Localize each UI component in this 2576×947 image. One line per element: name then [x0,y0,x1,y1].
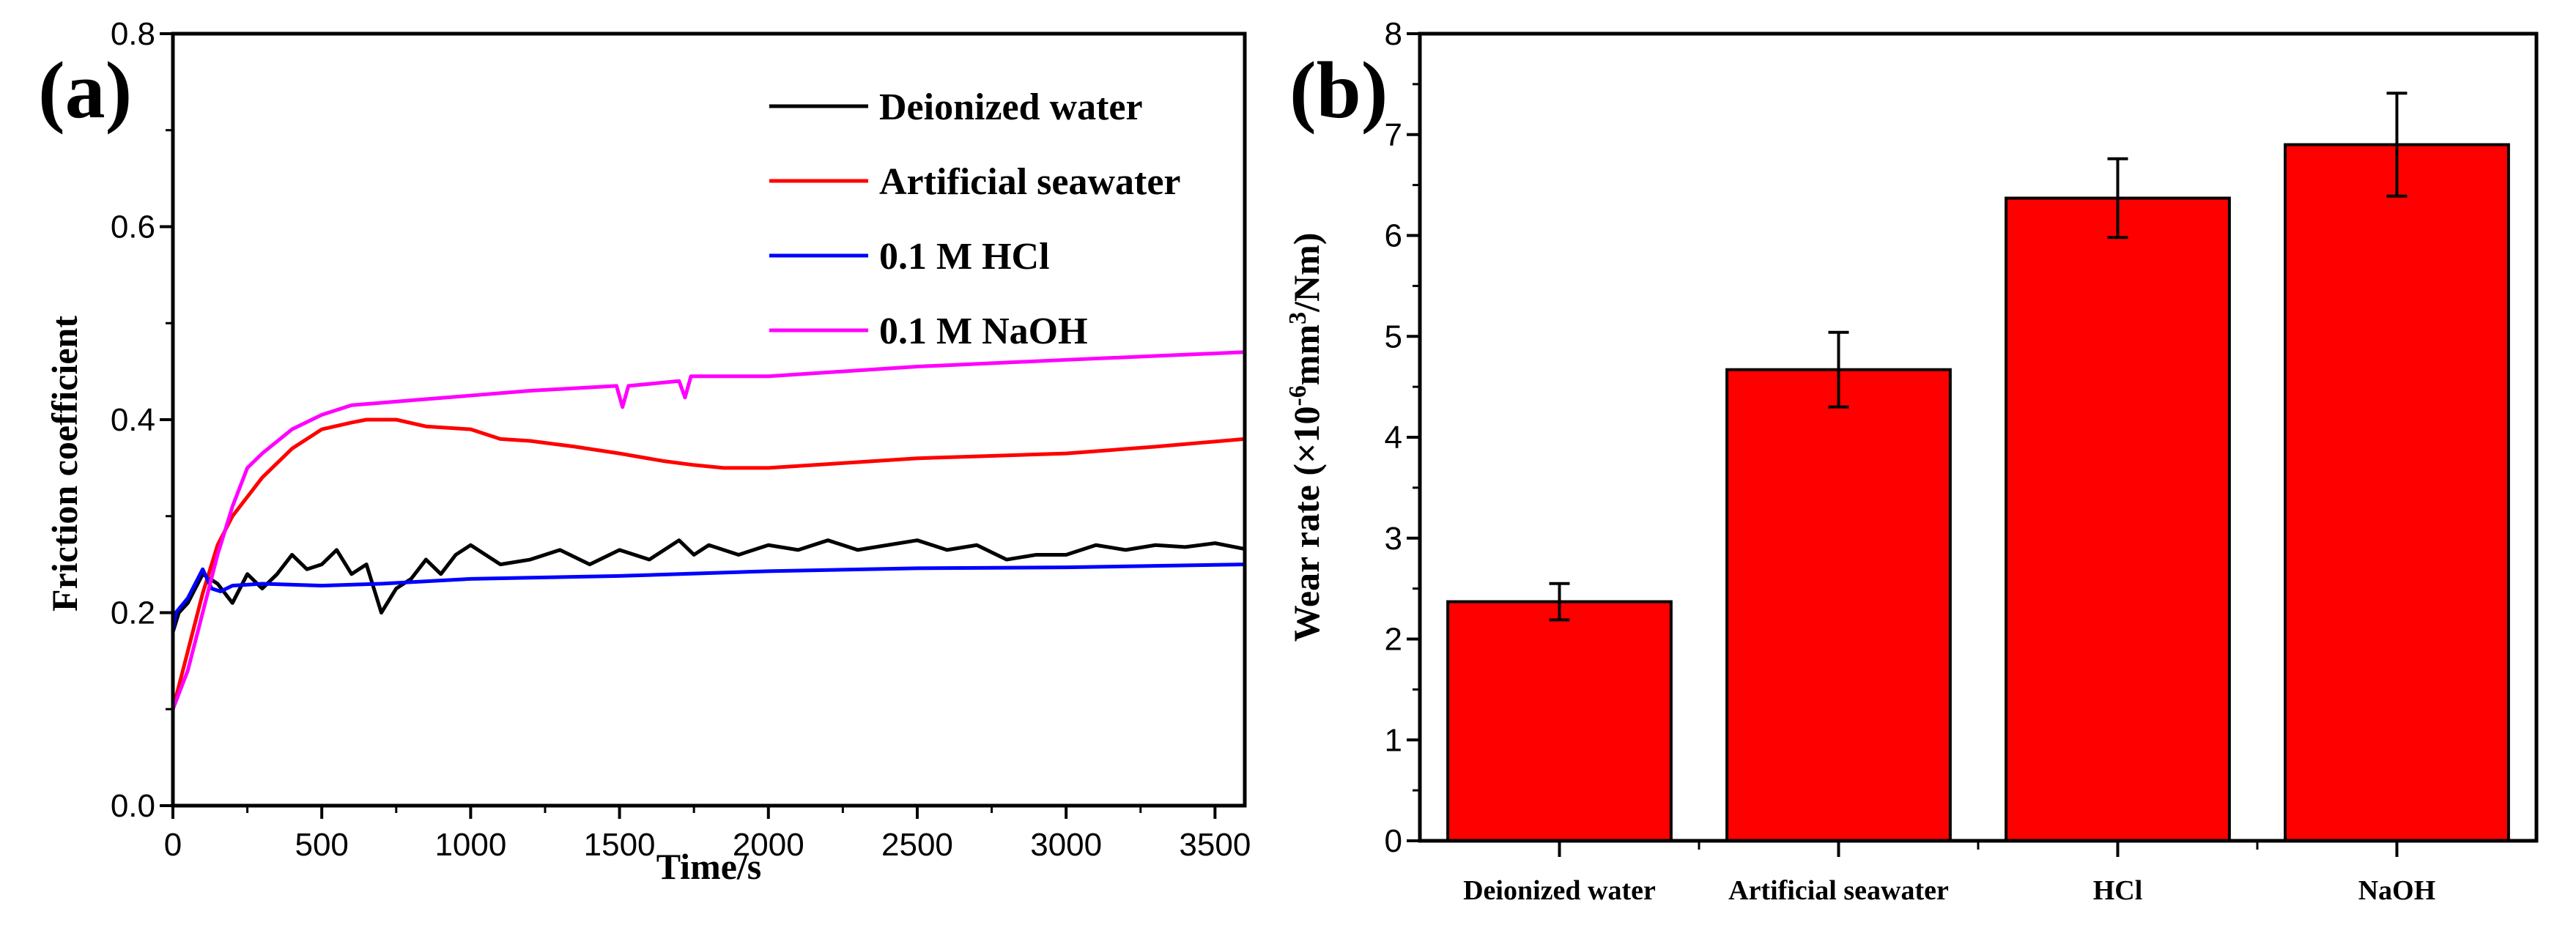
legend-label: Deionized water [879,86,1143,128]
x-tick-label: 3000 [1030,827,1102,863]
y-tick-label: 2 [1385,622,1402,658]
y-axis-label-part: -6 [1284,385,1311,406]
y-tick-label: 0.8 [111,16,155,52]
x-tick-label: 1500 [584,827,656,863]
bar-0 [1446,600,1673,842]
legend-label: Artificial seawater [879,161,1180,203]
panel-a-friction-chart: 0 500 1000 1500 2000 2500 3000 3500 0.0 0.2 0.4 0.6… [38,16,1251,887]
y-tick-label: 0.6 [111,209,155,245]
plot-frame [171,31,1247,808]
y-axis-label-part: 3 [1284,312,1311,324]
x-axis-label: Time/s [656,846,762,887]
y-tick-label: 8 [1385,16,1402,52]
y-axis-label: Friction coefficient [44,316,85,612]
panel-b-wear-rate-chart: Deionized water Artificial seawater HCl NaO… [1284,16,2539,906]
y-tick-label: 6 [1385,218,1402,254]
series-line-1 [171,417,1246,710]
panel-label-b: (b) [1289,45,1388,135]
x-category-label: Artificial seawater [1728,875,1949,906]
x-category-label: NaOH [2358,875,2436,906]
y-tick-label: 5 [1385,319,1402,354]
y-tick-label: 0.4 [111,402,155,438]
x-tick-label: 500 [295,827,348,863]
y-tick-label: 1 [1385,722,1402,758]
series-line-3 [171,350,1246,710]
y-tick-label: 0.2 [111,595,155,631]
x-category-label: Deionized water [1463,875,1656,906]
legend-label: 0.1 M HCl [879,236,1050,278]
x-tick-label: 2500 [881,827,953,863]
y-axis-label-part: /Nm) [1286,233,1327,313]
bar-3 [2284,143,2510,842]
y-tick-label: 0.0 [111,788,155,824]
y-tick-label: 3 [1385,521,1402,557]
series-line-0 [171,538,1246,633]
panel-label-a: (a) [38,45,132,135]
x-tick-label: 1000 [434,827,506,863]
series-line-2 [171,562,1246,633]
bar-2 [2005,196,2231,843]
y-tick-label: 4 [1385,420,1402,456]
x-category-label: HCl [2093,875,2143,906]
y-tick-label: 0 [1385,823,1402,859]
plot-frame [1418,31,2539,843]
x-tick-label: 3500 [1179,827,1251,863]
bar-1 [1725,368,1952,842]
legend-label: 0.1 M NaOH [879,311,1088,352]
y-axis-label-part: mm [1286,324,1327,385]
y-tick-label: 7 [1385,117,1402,153]
y-axis-label-part: Wear rate (×10 [1286,406,1327,642]
x-tick-label: 2000 [733,827,804,863]
y-axis-label: Wear rate (×10-6mm3/Nm) [1284,233,1327,642]
x-tick-label: 0 [164,827,182,863]
